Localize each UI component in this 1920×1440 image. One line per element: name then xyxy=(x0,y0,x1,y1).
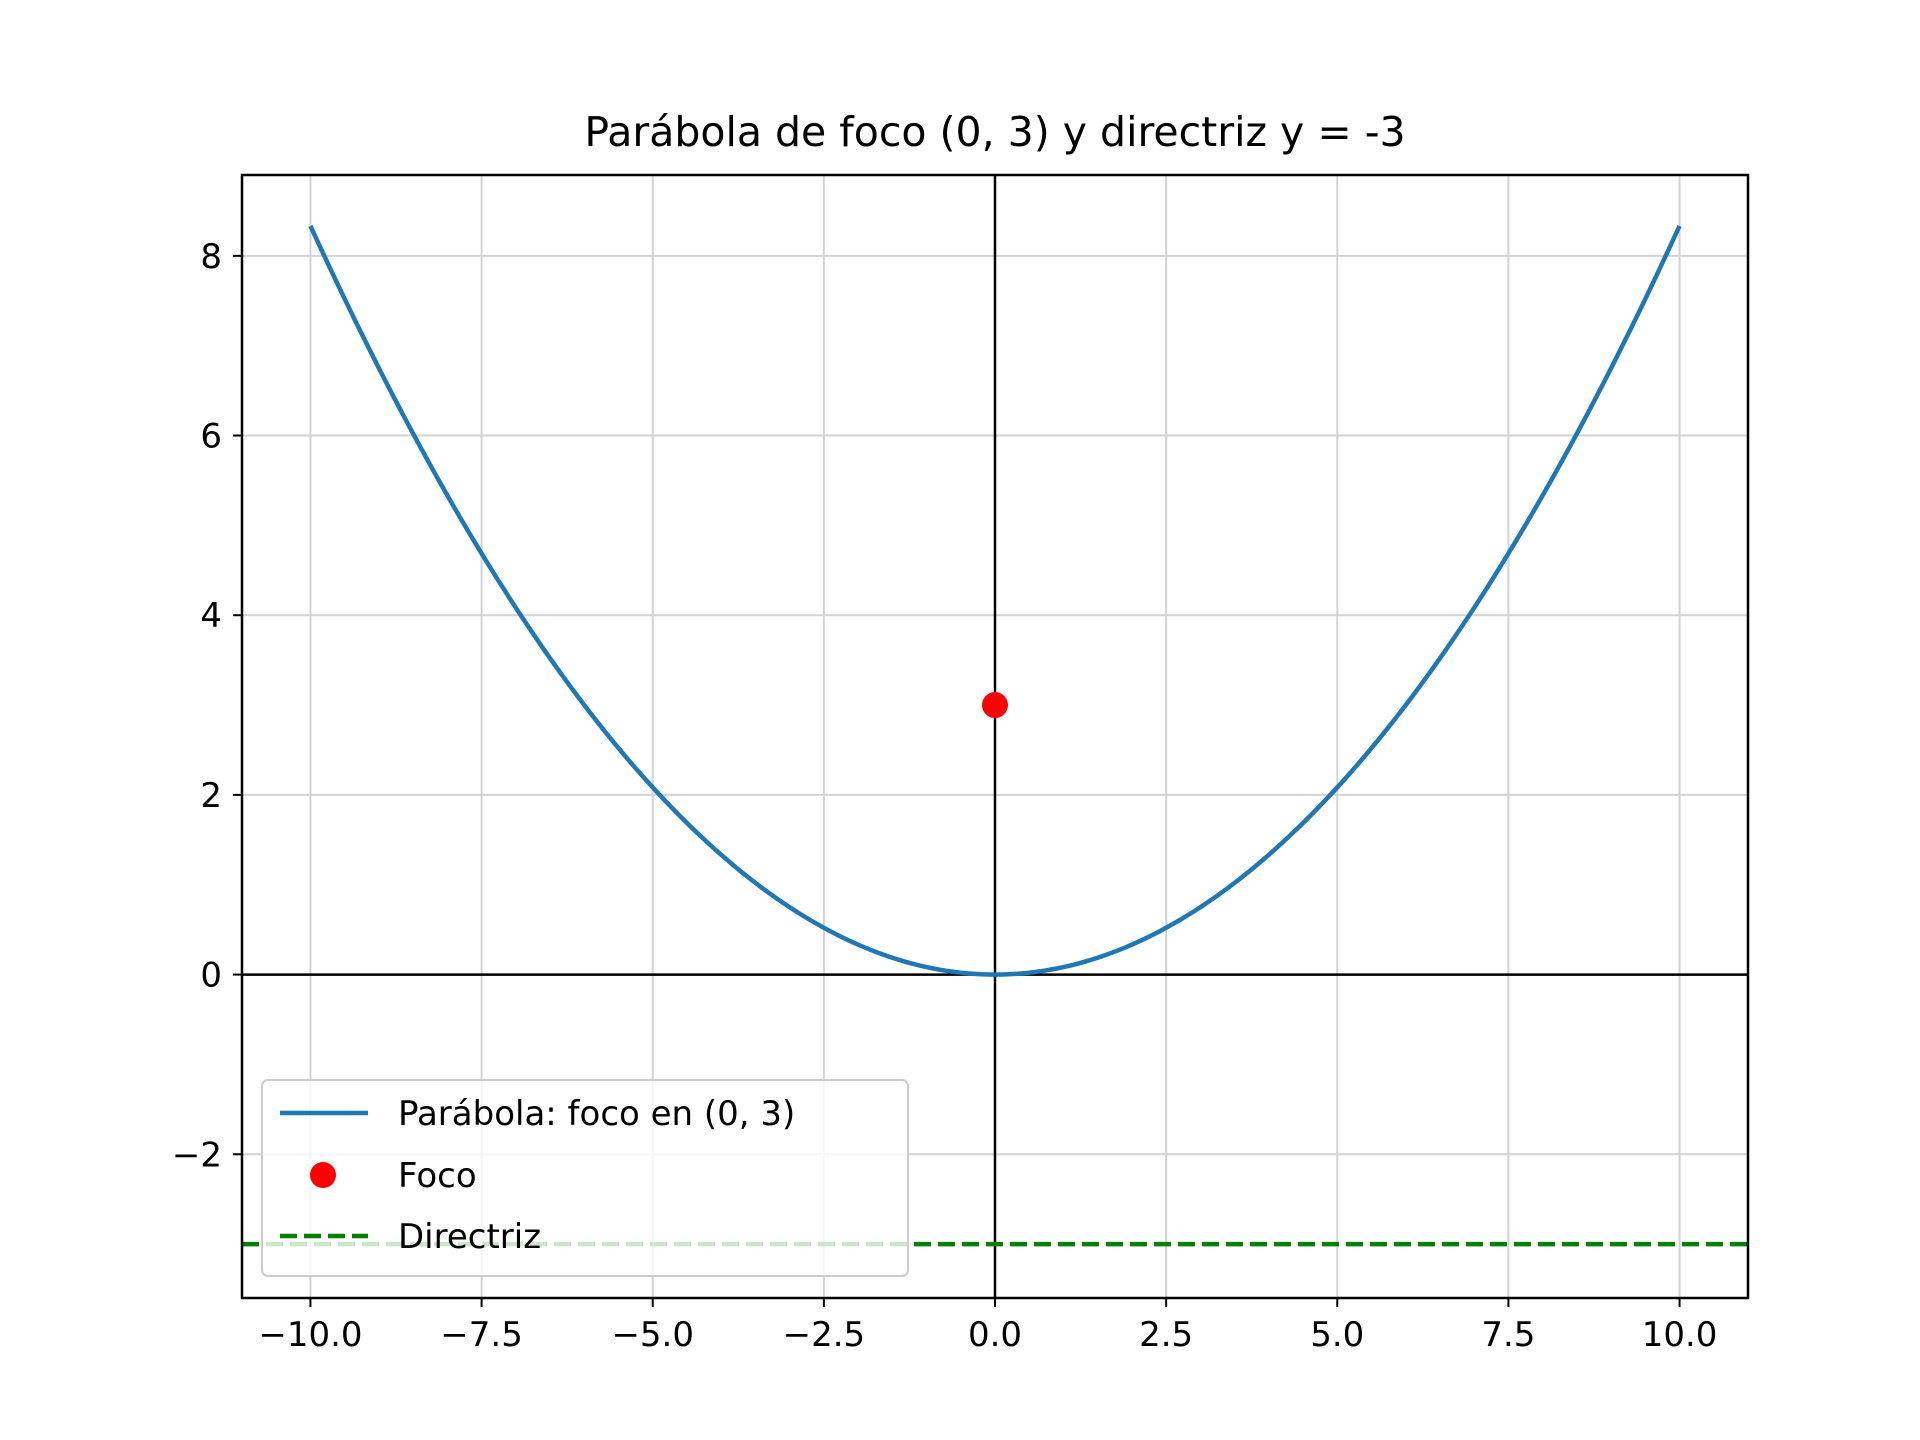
x-tick-label: −2.5 xyxy=(783,1315,866,1355)
y-tick-label: 0 xyxy=(200,956,222,996)
legend-swatch-foco xyxy=(310,1162,336,1188)
series-point-foco xyxy=(982,692,1008,719)
chart-title: Parábola de foco (0, 3) y directriz y = … xyxy=(584,108,1405,156)
x-tick-label: 2.5 xyxy=(1139,1315,1193,1355)
x-tick-label: 5.0 xyxy=(1310,1315,1364,1355)
x-tick-label: −10.0 xyxy=(258,1315,362,1355)
legend: Parábola: foco en (0, 3) Foco Directriz xyxy=(261,1079,909,1277)
y-tick-label: 2 xyxy=(200,776,222,816)
y-tick-label: 6 xyxy=(200,417,222,457)
legend-label-foco: Foco xyxy=(398,1156,477,1196)
x-tick-label: −7.5 xyxy=(440,1315,523,1355)
y-tick-label: 8 xyxy=(200,237,222,277)
series-line-parabola xyxy=(308,225,1682,977)
legend-label-parabola: Parábola: foco en (0, 3) xyxy=(398,1094,795,1134)
x-tick-label: 10.0 xyxy=(1642,1315,1718,1355)
y-tick-label: −2 xyxy=(172,1135,222,1175)
y-tick-label: 4 xyxy=(200,596,222,636)
ticks: −10.0 −7.5 −5.0 −2.5 0.0 2.5 5.0 7.5 10.0 −2 0 2 4 6 8 xyxy=(172,237,1718,1355)
legend-label-directriz: Directriz xyxy=(398,1217,541,1257)
legend-box xyxy=(261,1079,909,1277)
x-tick-label: −5.0 xyxy=(611,1315,694,1355)
x-tick-label: 7.5 xyxy=(1481,1315,1535,1355)
x-tick-label: 0.0 xyxy=(968,1315,1022,1355)
